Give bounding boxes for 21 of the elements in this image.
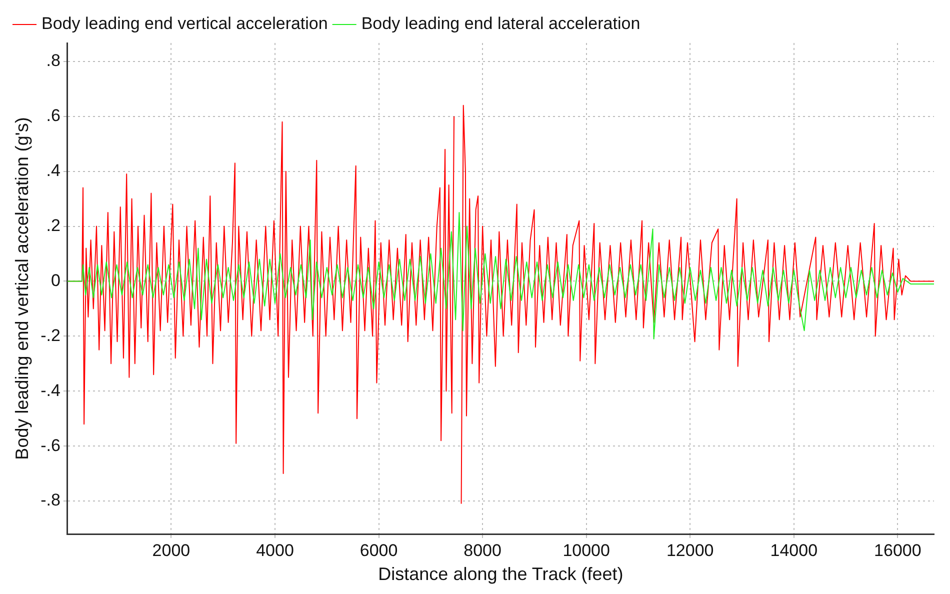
x-tick-label: 6000 (360, 540, 398, 560)
legend-label: Body leading end vertical acceleration (42, 14, 328, 34)
y-tick-label: .8 (46, 51, 60, 70)
y-tick-label: -.8 (40, 490, 60, 510)
y-tick-label: 0 (50, 270, 60, 290)
x-tick-label: 8000 (464, 540, 502, 560)
x-tick-label: 4000 (256, 540, 294, 560)
legend-label: Body leading end lateral acceleration (361, 14, 640, 34)
y-tick-label: -.2 (40, 326, 60, 345)
x-axis-title: Distance along the Track (feet) (378, 564, 624, 584)
y-tick-label: .2 (46, 216, 60, 235)
x-tick-label: 14000 (770, 540, 818, 560)
x-tick-label: 16000 (874, 540, 922, 560)
y-tick-label: .4 (46, 161, 60, 180)
x-tick-label: 2000 (152, 540, 190, 560)
x-tick-label: 10000 (562, 540, 610, 560)
y-tick-label: -.6 (40, 436, 60, 455)
y-tick-label: -.4 (40, 380, 60, 400)
y-tick-label: .6 (46, 106, 60, 126)
x-tick-label: 12000 (666, 540, 714, 560)
y-axis-title: Body leading end vertical acceleration (g's) (12, 117, 32, 460)
